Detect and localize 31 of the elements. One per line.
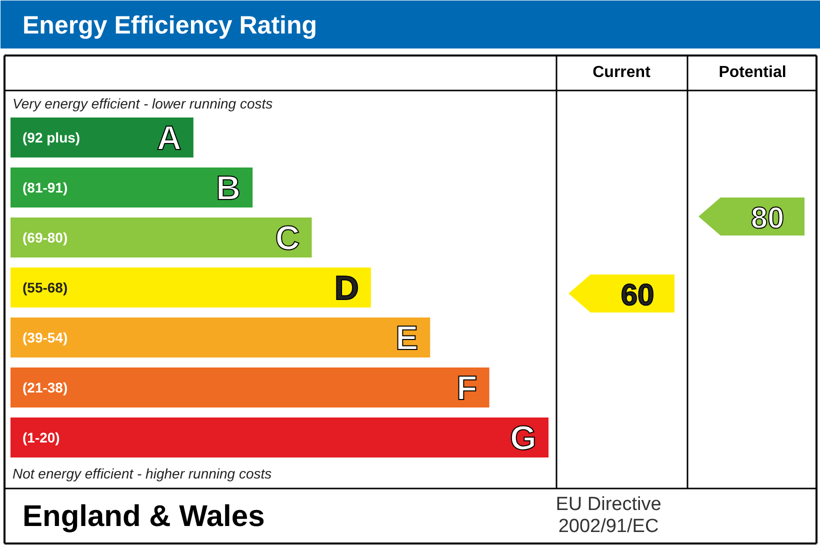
annotation: (55-68) <box>22 280 68 296</box>
annotation: (21-38) <box>22 380 68 396</box>
text: 80 <box>750 202 784 235</box>
text: Not energy efficient - higher running costs <box>12 466 272 482</box>
text: Current <box>592 64 652 81</box>
y-tick-label: F <box>456 370 478 408</box>
bar <box>10 318 430 358</box>
y-tick-label: G <box>510 420 537 458</box>
text: England & Wales <box>22 500 265 533</box>
annotation: (1-20) <box>22 430 60 446</box>
y-tick-label: C <box>275 220 300 258</box>
bar <box>10 268 371 308</box>
y-tick-label: A <box>156 120 182 158</box>
bar <box>10 168 253 208</box>
bar <box>10 218 312 258</box>
y-tick-label: B <box>216 170 241 208</box>
annotation: (92 plus) <box>22 130 80 146</box>
text: 2002/91/EC <box>558 516 659 537</box>
text: EU Directive <box>556 494 662 515</box>
chart-title: Energy Efficiency Rating <box>22 12 318 40</box>
bar <box>10 118 194 158</box>
annotation: (81-91) <box>22 180 68 196</box>
y-tick-label: D <box>334 270 359 308</box>
bar <box>10 418 548 458</box>
annotation: (69-80) <box>22 230 68 246</box>
text: Very energy efficient - lower running costs <box>12 96 273 112</box>
text: 60 <box>620 279 654 312</box>
text: Potential <box>718 64 786 81</box>
annotation: (39-54) <box>22 330 68 346</box>
bar <box>10 368 490 408</box>
y-tick-label: E <box>395 320 418 358</box>
